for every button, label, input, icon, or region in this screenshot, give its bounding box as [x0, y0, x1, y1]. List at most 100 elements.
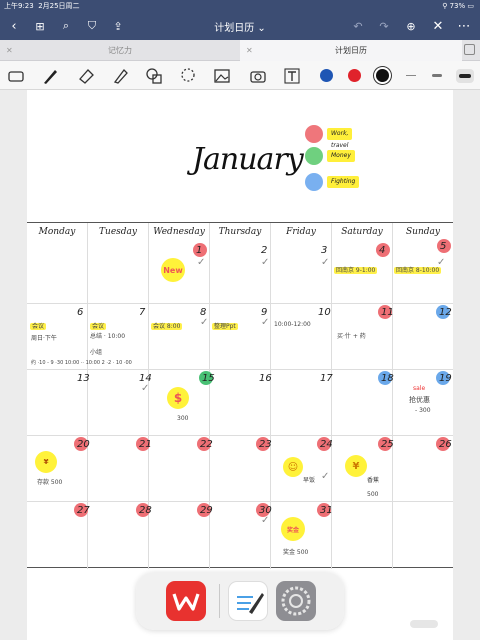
- day-number: 22: [197, 437, 213, 451]
- check-mark: ✓: [261, 317, 270, 328]
- check-mark: ✓: [261, 515, 270, 526]
- bookmark-icon[interactable]: ⛉: [87, 19, 97, 32]
- day-number: 25: [378, 437, 394, 451]
- note-text: 抢优惠: [409, 396, 430, 404]
- day-number: 14: [139, 373, 152, 384]
- check-mark: ✓: [321, 257, 330, 268]
- note-text: 500: [367, 491, 379, 498]
- add-page-icon[interactable]: ⊕: [406, 19, 416, 33]
- day-number: 29: [197, 503, 213, 517]
- check-mark: ✓: [200, 317, 209, 328]
- highlighter-icon[interactable]: [110, 66, 130, 86]
- day-number: 4: [375, 243, 391, 257]
- split-view-icon[interactable]: [464, 44, 475, 55]
- day-number: 2: [261, 245, 268, 256]
- tab-label: 记忆力: [108, 46, 132, 55]
- grid-icon[interactable]: ⊞: [35, 19, 45, 33]
- tab-plan-calendar[interactable]: ✕ 计划日历: [240, 40, 462, 61]
- note-highlight: 回南京 9-1:00: [334, 267, 378, 274]
- smiley-sticker: ☺: [283, 457, 303, 477]
- note-text: 约 ·10 - 9 ·30 10:00 ·· 10:00 2 ·2 · 10 ·…: [31, 360, 132, 366]
- day-number: 20: [74, 437, 90, 451]
- tab-memory[interactable]: ✕ 记忆力: [0, 40, 240, 61]
- day-number: 10: [318, 307, 331, 318]
- note-highlight: 整理Ppt: [212, 323, 238, 330]
- close-tab-icon[interactable]: ✕: [246, 46, 253, 55]
- image-icon[interactable]: [212, 66, 232, 86]
- weekday-tuesday: Tuesday: [99, 227, 137, 237]
- nav-bar: ‹ ⊞ ⌕ ⛉ ⇪ 计划日历 ⌄ ↶ ↷ ⊕ ✕ ⋯: [0, 12, 480, 40]
- close-icon[interactable]: ✕: [432, 18, 444, 34]
- note-text: 奖金 500: [283, 549, 309, 556]
- search-icon[interactable]: ⌕: [62, 19, 70, 32]
- back-icon[interactable]: ‹: [11, 18, 17, 34]
- day-number: 18: [378, 371, 394, 385]
- text-icon[interactable]: [282, 66, 302, 86]
- app-dock: [136, 572, 344, 630]
- battery-indicator: ⚲ 73% ▭: [442, 2, 474, 10]
- share-icon[interactable]: ⇪: [113, 19, 123, 33]
- status-time: 上午9:23 2月25日周二: [4, 2, 80, 10]
- color-blue-swatch[interactable]: [320, 69, 333, 82]
- day-number: 21: [136, 437, 152, 451]
- color-black-swatch[interactable]: [376, 69, 389, 82]
- eraser-icon[interactable]: [76, 66, 96, 86]
- weekday-wednesday: Wednesday: [153, 227, 205, 237]
- pen-icon[interactable]: [40, 66, 60, 86]
- note-text: 小组: [90, 349, 103, 356]
- note-text: 300: [177, 415, 189, 422]
- thick-stroke-option[interactable]: [456, 69, 474, 83]
- wps-office-app-icon[interactable]: [166, 581, 206, 621]
- day-number: 31: [317, 503, 333, 517]
- more-icon[interactable]: ⋯: [457, 18, 471, 34]
- document-title[interactable]: 计划日历 ⌄: [214, 23, 266, 34]
- calendar-grid: Monday Tuesday Wednesday Thursday Friday…: [27, 222, 453, 569]
- money-sticker: $: [167, 387, 189, 409]
- page-title: January: [192, 142, 304, 177]
- day-number: 30: [256, 503, 272, 517]
- shapes-icon[interactable]: [144, 66, 164, 86]
- lasso-select-icon[interactable]: [6, 66, 26, 86]
- note-text: 存款 500: [37, 479, 63, 486]
- redo-icon[interactable]: ↷: [379, 19, 389, 33]
- medium-stroke-option[interactable]: [432, 74, 442, 77]
- day-number: 8: [200, 307, 207, 318]
- camera-icon[interactable]: [248, 66, 268, 86]
- day-number: 17: [320, 373, 333, 384]
- legend-dot-green: [305, 147, 323, 165]
- day-number: 16: [259, 373, 272, 384]
- check-mark: ✓: [141, 383, 150, 394]
- undo-icon[interactable]: ↶: [353, 19, 363, 33]
- thin-stroke-option[interactable]: [406, 75, 416, 76]
- new-sticker: New: [161, 258, 185, 282]
- note-text: 周日·下午: [31, 335, 57, 342]
- dock-divider: [219, 584, 220, 618]
- notebook-page[interactable]: January Work, travel Money Fighting Mond…: [27, 90, 453, 640]
- day-number: 15: [199, 371, 215, 385]
- note-highlight: 会议: [90, 323, 107, 330]
- sale-tag: sale: [413, 385, 426, 392]
- tab-bar: ✕ 记忆力 ✕ 计划日历: [0, 40, 480, 61]
- day-number: 7: [139, 307, 146, 318]
- check-mark: ✓: [437, 257, 446, 268]
- money-sticker: ¥: [35, 451, 57, 473]
- settings-app-icon[interactable]: [276, 581, 316, 621]
- day-number: 27: [74, 503, 90, 517]
- weekday-sunday: Sunday: [406, 227, 440, 237]
- note-text: 总结 · 10:00: [90, 333, 126, 340]
- color-red-swatch[interactable]: [348, 69, 361, 82]
- drawing-toolbar: [0, 61, 480, 90]
- notes-app-icon[interactable]: [228, 581, 268, 621]
- day-number: 5: [436, 239, 452, 253]
- weekday-thursday: Thursday: [218, 227, 262, 237]
- day-number: 11: [378, 305, 394, 319]
- day-number: 6: [77, 307, 84, 318]
- check-mark: ✓: [261, 257, 270, 268]
- close-tab-icon[interactable]: ✕: [6, 46, 13, 55]
- lasso-icon[interactable]: [178, 66, 198, 86]
- day-number: 23: [256, 437, 272, 451]
- money-sticker: ¥: [345, 455, 367, 477]
- note-text: - 300: [415, 407, 431, 414]
- day-number: 13: [77, 373, 90, 384]
- day-number: 9: [261, 307, 268, 318]
